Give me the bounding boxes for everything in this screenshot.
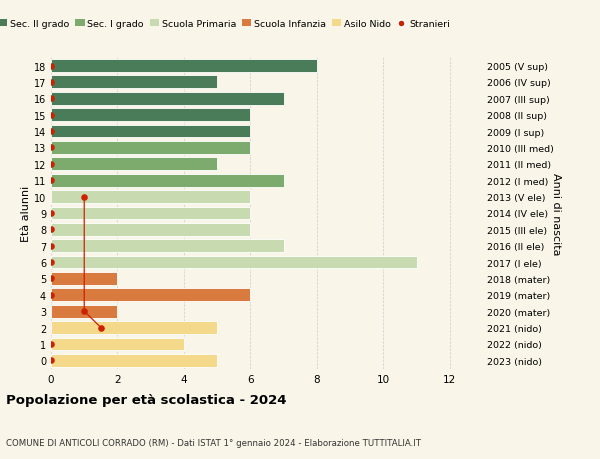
- Y-axis label: Anni di nascita: Anni di nascita: [551, 172, 561, 255]
- Bar: [51, 93, 284, 106]
- Point: [96, 324, 106, 331]
- Point: [46, 242, 56, 250]
- Point: [46, 259, 56, 266]
- Bar: [51, 354, 217, 367]
- Y-axis label: Età alunni: Età alunni: [21, 185, 31, 241]
- Point: [46, 145, 56, 152]
- Bar: [51, 142, 250, 154]
- Bar: [51, 338, 184, 351]
- Point: [46, 210, 56, 217]
- Point: [46, 63, 56, 70]
- Point: [46, 291, 56, 299]
- Bar: [51, 207, 250, 220]
- Text: Popolazione per età scolastica - 2024: Popolazione per età scolastica - 2024: [6, 393, 287, 406]
- Bar: [51, 240, 284, 252]
- Point: [46, 341, 56, 348]
- Bar: [51, 158, 217, 171]
- Point: [46, 161, 56, 168]
- Bar: [51, 321, 217, 334]
- Bar: [51, 76, 217, 89]
- Bar: [51, 305, 118, 318]
- Point: [46, 357, 56, 364]
- Bar: [51, 273, 118, 285]
- Text: COMUNE DI ANTICOLI CORRADO (RM) - Dati ISTAT 1° gennaio 2024 - Elaborazione TUTT: COMUNE DI ANTICOLI CORRADO (RM) - Dati I…: [6, 438, 421, 448]
- Point: [79, 308, 89, 315]
- Bar: [51, 60, 317, 73]
- Point: [46, 95, 56, 103]
- Point: [46, 226, 56, 234]
- Point: [46, 128, 56, 135]
- Point: [46, 275, 56, 282]
- Legend: Sec. II grado, Sec. I grado, Scuola Primaria, Scuola Infanzia, Asilo Nido, Stran: Sec. II grado, Sec. I grado, Scuola Prim…: [0, 20, 449, 29]
- Bar: [51, 224, 250, 236]
- Point: [46, 177, 56, 185]
- Point: [46, 79, 56, 86]
- Bar: [51, 289, 250, 302]
- Bar: [51, 125, 250, 138]
- Point: [46, 112, 56, 119]
- Bar: [51, 174, 284, 187]
- Bar: [51, 109, 250, 122]
- Point: [79, 193, 89, 201]
- Bar: [51, 191, 250, 203]
- Bar: [51, 256, 416, 269]
